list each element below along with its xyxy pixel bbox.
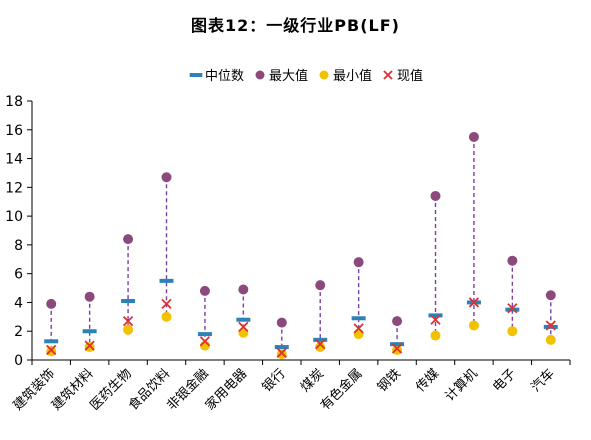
category-label: 非银金融 [164, 366, 212, 414]
max-point [238, 284, 249, 295]
axes: 0 2 4 6 8 10 12 14 16 18 [5, 94, 571, 369]
max-point [199, 285, 210, 296]
current-mark [84, 340, 95, 351]
min-point [315, 342, 326, 353]
max-point [507, 255, 518, 266]
min-point [84, 342, 95, 353]
max-point [353, 257, 364, 268]
max-point [161, 172, 172, 183]
category-label: 计算机 [443, 366, 481, 404]
category-label: 传媒 [413, 366, 442, 395]
legend-item: 现值 [383, 68, 423, 84]
y-tick-label: 8 [14, 238, 23, 254]
category-label: 建筑材料 [48, 366, 96, 414]
current-mark [276, 347, 287, 358]
category-label: 医药生物 [88, 366, 135, 413]
min-point [392, 344, 403, 355]
y-tick-label: 2 [14, 324, 23, 340]
category-label: 有色金属 [317, 366, 365, 414]
legend-swatch [319, 70, 329, 80]
y-tick-label: 16 [5, 123, 23, 139]
min-point [123, 324, 134, 335]
legend-label: 现值 [397, 68, 423, 84]
max-point [46, 298, 57, 309]
max-point [392, 316, 403, 327]
min-point [545, 334, 556, 345]
min-point [161, 311, 172, 322]
y-tick-label: 14 [5, 152, 23, 168]
y-tick-label: 6 [14, 267, 23, 283]
y-tick-label: 10 [5, 209, 23, 225]
category-labels: 建筑装饰建筑材料医药生物食品饮料非银金融家用电器 银行 煤炭有色金属 钢铁 传媒 计算机电… [10, 366, 558, 414]
min-point [46, 346, 57, 357]
category-label: 汽车 [528, 366, 558, 396]
y-tick-label: 0 [14, 353, 23, 369]
category-label: 电子 [490, 366, 519, 395]
max-point [276, 317, 287, 328]
current-mark [161, 298, 172, 310]
legend-label: 最大值 [269, 68, 308, 84]
category-label: 煤炭 [298, 366, 327, 395]
current-mark [199, 336, 211, 347]
legend-item: 中位数 [189, 69, 244, 84]
legend-swatch [255, 70, 265, 80]
legend-label: 中位数 [205, 69, 244, 84]
y-tick-label: 4 [14, 295, 23, 311]
y-tick-label: 12 [5, 180, 23, 196]
category-label: 钢铁 [375, 366, 404, 395]
max-point [123, 234, 134, 245]
current-mark [468, 297, 480, 308]
legend-item: 最大值 [255, 68, 308, 84]
current-mark [507, 303, 518, 314]
category-label: 家用电器 [202, 366, 250, 414]
min-point [430, 330, 441, 341]
current-mark [315, 339, 326, 350]
current-mark [46, 344, 57, 356]
current-mark [430, 314, 441, 325]
legend: 中位数 最大值 最小值 现值 [189, 68, 423, 84]
data-marks [44, 131, 558, 360]
category-label: 建筑装饰 [10, 366, 58, 414]
y-tick-label: 18 [5, 94, 23, 110]
legend-label: 最小值 [333, 68, 372, 84]
max-point [84, 291, 95, 302]
chart-title: 图表12：一级行业PB(LF) [191, 16, 400, 35]
category-label: 食品饮料 [125, 366, 173, 414]
current-mark [238, 321, 249, 333]
legend-item: 最小值 [319, 68, 372, 84]
max-point [545, 290, 556, 301]
current-mark [545, 320, 556, 331]
max-point [315, 280, 326, 291]
category-label: 银行 [260, 366, 289, 395]
current-mark [122, 316, 134, 327]
min-point [276, 349, 287, 360]
current-mark [353, 323, 364, 334]
min-point [468, 320, 479, 331]
max-point [468, 131, 479, 142]
max-point [430, 190, 441, 201]
min-point [507, 326, 518, 337]
legend-swatch [383, 70, 393, 80]
current-mark [391, 343, 403, 354]
